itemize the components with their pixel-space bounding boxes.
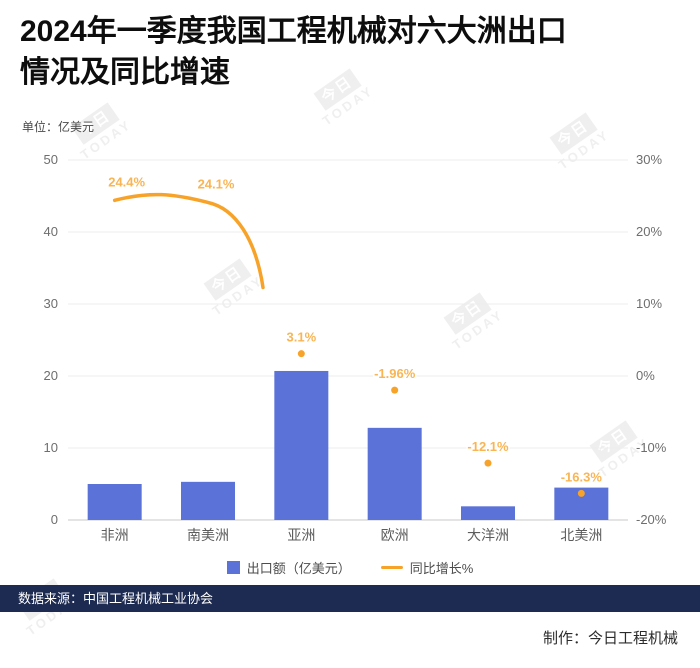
category-label-南美洲: 南美洲 [187,527,229,543]
growth-label-欧洲: -1.96% [374,366,416,381]
growth-line [112,192,265,290]
growth-label-南美洲: 24.1% [198,176,235,191]
right-axis-tick: -10% [636,440,667,455]
left-axis-tick: 10 [44,440,58,455]
bar-legend-swatch-icon [226,561,240,574]
bar-非洲 [87,484,142,520]
bar-南美洲 [181,481,235,520]
growth-point-欧洲 [391,386,399,394]
category-label-亚洲: 亚洲 [287,527,315,543]
right-axis-tick: 10% [636,296,662,311]
growth-point-北美洲 [577,489,585,497]
left-axis-tick: 50 [44,152,58,167]
credit-text: 制作：今日工程机械 [542,630,678,647]
data-source-bar: 数据来源：中国工程机械工业协会 [0,585,700,612]
right-axis-tick: 20% [636,224,662,239]
title-line-1: 2024年一季度我国工程机械对六大洲出口 [20,15,567,48]
left-axis-tick: 20 [44,368,58,383]
growth-point-亚洲 [297,350,305,358]
right-axis-tick: 0% [636,368,655,383]
title-line-2: 情况及同比增速 [20,55,230,89]
unit-label: 单位：亿美元 [22,120,95,134]
category-label-欧洲: 欧洲 [381,527,409,543]
bar-欧洲 [367,427,422,520]
legend-line-label: 同比增长% [409,561,474,576]
growth-label-亚洲: 3.1% [287,330,317,345]
legend-item-export: 出口额（亿美元） [226,558,351,577]
left-axis-tick: 30 [44,296,58,311]
category-label-大洋洲: 大洋洲 [467,527,509,543]
right-axis-tick: -20% [636,512,667,527]
legend-bar-label: 出口额（亿美元） [246,561,351,576]
bar-亚洲 [274,370,329,520]
growth-label-非洲: 24.4% [108,174,145,189]
growth-label-北美洲: -16.3% [561,469,603,484]
category-label-非洲: 非洲 [101,527,129,543]
data-source-text: 数据来源：中国工程机械工业协会 [18,591,214,606]
category-label-北美洲: 北美洲 [560,527,602,543]
chart-legend: 出口额（亿美元） 同比增长% [0,558,700,577]
line-legend-swatch-icon [380,566,403,569]
page-title: 2024年一季度我国工程机械对六大洲出口 情况及同比增速 [20,12,680,93]
legend-item-growth: 同比增长% [380,558,474,577]
growth-label-大洋洲: -12.1% [467,439,509,454]
growth-point-大洋洲 [484,459,492,467]
bar-大洋洲 [461,506,515,520]
right-axis-tick: 30% [636,152,662,167]
left-axis-tick: 40 [44,224,58,239]
left-axis-tick: 0 [51,512,58,527]
